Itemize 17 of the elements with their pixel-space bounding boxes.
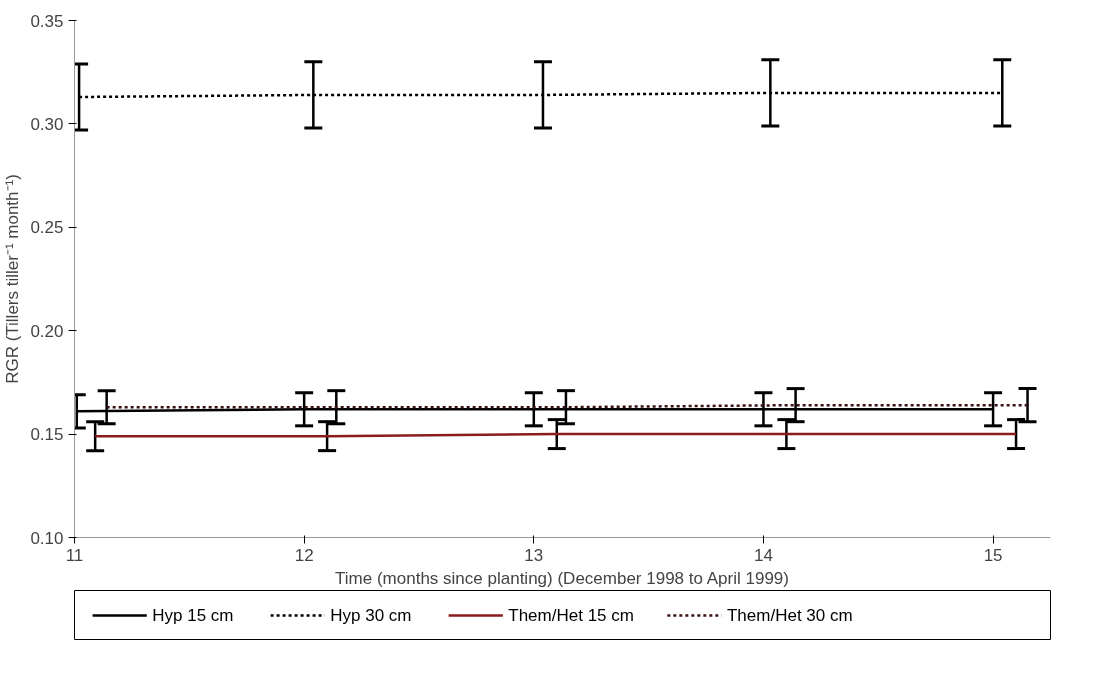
y-tick-label: 0.35 — [30, 11, 64, 31]
y-tick-label: 0.20 — [30, 321, 64, 341]
x-axis-title: Time (months since planting) (December 1998 to April 1999) — [335, 568, 789, 588]
x-tick-label: 13 — [524, 545, 544, 565]
y-tick-label: 0.15 — [30, 425, 64, 445]
x-tick-label: 14 — [753, 545, 773, 565]
y-tick-label: 0.10 — [30, 528, 64, 548]
y-tick-label: 0.30 — [30, 114, 64, 134]
y-tick-label: 0.25 — [30, 218, 64, 238]
legend-label: Hyp 15 cm — [152, 606, 234, 625]
x-tick-label: 12 — [294, 545, 314, 565]
legend-label: Them/Het 30 cm — [726, 606, 853, 625]
y-axis-title: RGR (Tillers tiller⁻¹ month⁻¹) — [3, 174, 23, 384]
legend-label: Hyp 30 cm — [330, 606, 412, 625]
legend-label: Them/Het 15 cm — [508, 606, 634, 625]
x-tick-label: 11 — [65, 545, 84, 565]
x-tick-label: 15 — [983, 545, 1003, 565]
